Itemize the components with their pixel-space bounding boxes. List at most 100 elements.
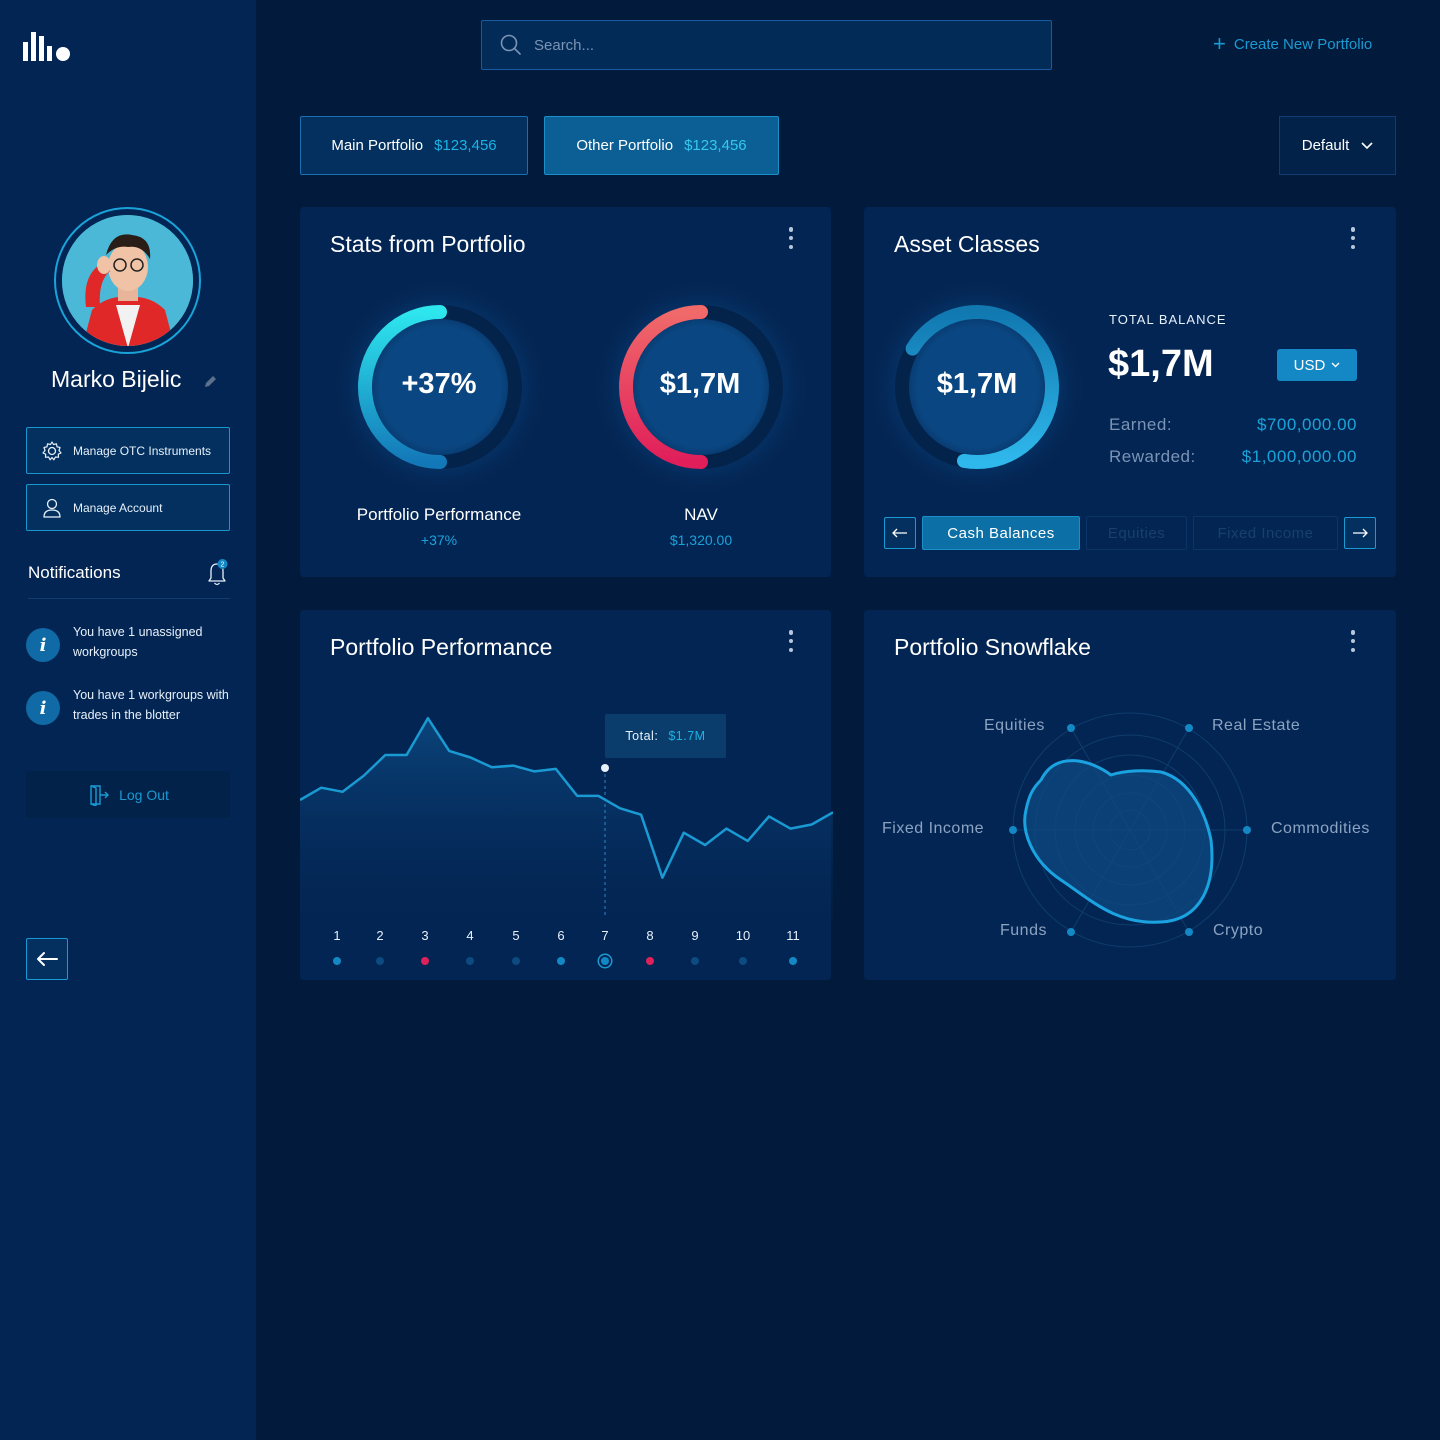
manage-account-label: Manage Account	[73, 500, 163, 515]
radar-axis-dot	[1185, 928, 1193, 936]
tooltip-label: Total:	[625, 729, 659, 743]
tooltip-value: $1.7M	[668, 729, 706, 743]
x-point-dot[interactable]	[646, 957, 654, 965]
more-options-icon[interactable]	[1350, 227, 1356, 249]
more-options-icon[interactable]	[788, 227, 794, 249]
search-input[interactable]	[534, 36, 1014, 54]
currency-dropdown[interactable]: USD	[1277, 349, 1357, 381]
pencil-icon[interactable]	[203, 374, 218, 389]
notification-item[interactable]: i You have 1 unassigned workgroups	[26, 625, 236, 662]
x-point-dot[interactable]	[421, 957, 429, 965]
plus-icon: +	[1213, 31, 1226, 56]
chevron-down-icon	[1361, 141, 1373, 149]
stats-rings	[330, 277, 811, 497]
x-tick-label: 1	[333, 928, 341, 943]
snowflake-title: Portfolio Snowflake	[894, 634, 1091, 660]
search-icon	[500, 34, 521, 55]
radar-axis-dot	[1185, 724, 1193, 732]
manage-otc-label: Manage OTC Instruments	[73, 443, 212, 458]
nav-ring-value: $1,7M	[659, 368, 741, 400]
performance-label: Portfolio Performance	[356, 505, 522, 524]
view-select-value: Default	[1301, 137, 1350, 154]
rewarded-label: Rewarded:	[1109, 447, 1196, 466]
x-point-dot[interactable]	[512, 957, 520, 965]
create-portfolio-button[interactable]: + Create New Portfolio	[1213, 31, 1373, 56]
total-balance-value: $1,7M	[1108, 343, 1214, 385]
asset-tabs-next-button[interactable]	[1344, 517, 1376, 549]
portfolio-tab-other[interactable]: Other Portfolio $123,456	[544, 116, 779, 175]
radar-axis-dot	[1067, 928, 1075, 936]
arrow-left-icon	[37, 952, 58, 966]
highlight-point[interactable]	[601, 764, 609, 772]
x-point-dot[interactable]	[691, 957, 699, 965]
info-icon: i	[26, 691, 60, 725]
tab-equities[interactable]: Equities	[1086, 516, 1187, 550]
performance-ring-value: +37%	[401, 368, 477, 400]
portfolio-tab-main[interactable]: Main Portfolio $123,456	[300, 116, 528, 175]
performance-chart-title: Portfolio Performance	[330, 634, 553, 660]
avatar-photo-icon	[62, 215, 193, 346]
nav-label: NAV	[684, 505, 718, 524]
performance-line-chart[interactable]	[300, 610, 833, 980]
nav-ring	[619, 305, 708, 469]
more-options-icon[interactable]	[788, 630, 794, 652]
bell-icon[interactable]: 2	[205, 559, 231, 587]
divider	[28, 598, 230, 599]
x-tick-label: 9	[691, 928, 699, 943]
logout-button[interactable]: Log Out	[26, 771, 230, 818]
more-options-icon[interactable]	[1350, 630, 1356, 652]
notification-text: You have 1 unassigned workgroups	[73, 625, 203, 659]
manage-account-button[interactable]: Manage Account	[26, 484, 230, 531]
avatar[interactable]	[54, 207, 201, 354]
create-portfolio-label: Create New Portfolio	[1233, 35, 1373, 53]
x-point-dot[interactable]	[466, 957, 474, 965]
earned-value: $700,000.00	[1256, 415, 1357, 434]
x-tick-label: 6	[557, 928, 565, 943]
arrow-left-icon	[892, 528, 907, 538]
chart-tooltip: Total: $1.7M	[605, 714, 726, 758]
manage-otc-button[interactable]: Manage OTC Instruments	[26, 427, 230, 474]
radar-axis-dot	[1243, 826, 1251, 834]
x-point-dot[interactable]	[557, 957, 565, 965]
asset-classes-title: Asset Classes	[894, 231, 1040, 257]
x-tick-label: 3	[421, 928, 429, 943]
x-tick-label: 5	[512, 928, 520, 943]
x-point-dot[interactable]	[333, 957, 341, 965]
info-icon: i	[26, 628, 60, 662]
x-tick-label: 8	[646, 928, 654, 943]
x-tick-label: 7	[601, 928, 609, 943]
asset-ring-arc	[905, 305, 1059, 470]
gear-icon	[42, 440, 62, 460]
x-point-dot[interactable]	[739, 957, 747, 965]
view-select-dropdown[interactable]: Default	[1279, 116, 1396, 175]
collapse-sidebar-button[interactable]	[26, 938, 68, 980]
performance-ring	[358, 305, 447, 469]
tab-cash-balances[interactable]: Cash Balances	[922, 516, 1080, 550]
notification-item[interactable]: i You have 1 workgroups with trades in t…	[26, 688, 236, 725]
x-point-dot[interactable]	[376, 957, 384, 965]
portfolio-amount: $123,456	[684, 137, 747, 154]
user-name: Marko Bijelic	[51, 366, 182, 392]
notification-count-badge: 2	[221, 562, 225, 569]
sidebar: Marko Bijelic Manage OTC Instruments Man…	[0, 0, 256, 1440]
logout-label: Log Out	[119, 786, 169, 803]
notification-text: You have 1 workgroups with trades in the…	[73, 688, 229, 722]
radar-shape	[1023, 759, 1214, 924]
x-point-dot[interactable]	[789, 957, 797, 965]
search-bar[interactable]	[481, 20, 1052, 70]
radar-label-equities: Equities	[984, 717, 1045, 734]
portfolio-name: Main Portfolio	[331, 137, 424, 154]
x-point-dot[interactable]	[601, 957, 609, 965]
line-area	[300, 718, 833, 920]
app-logo-icon[interactable]	[22, 30, 74, 64]
tab-fixed-income[interactable]: Fixed Income	[1193, 516, 1338, 550]
user-icon	[43, 498, 61, 518]
radar-chart	[1009, 712, 1251, 948]
performance-value: +37%	[420, 532, 458, 548]
asset-tabs-prev-button[interactable]	[884, 517, 916, 549]
currency-value: USD	[1293, 356, 1326, 374]
chevron-down-icon	[1331, 362, 1340, 368]
radar-label-crypto: Crypto	[1213, 922, 1264, 939]
radar-label-commodities: Commodities	[1271, 820, 1370, 837]
x-tick-label: 10	[735, 928, 751, 943]
